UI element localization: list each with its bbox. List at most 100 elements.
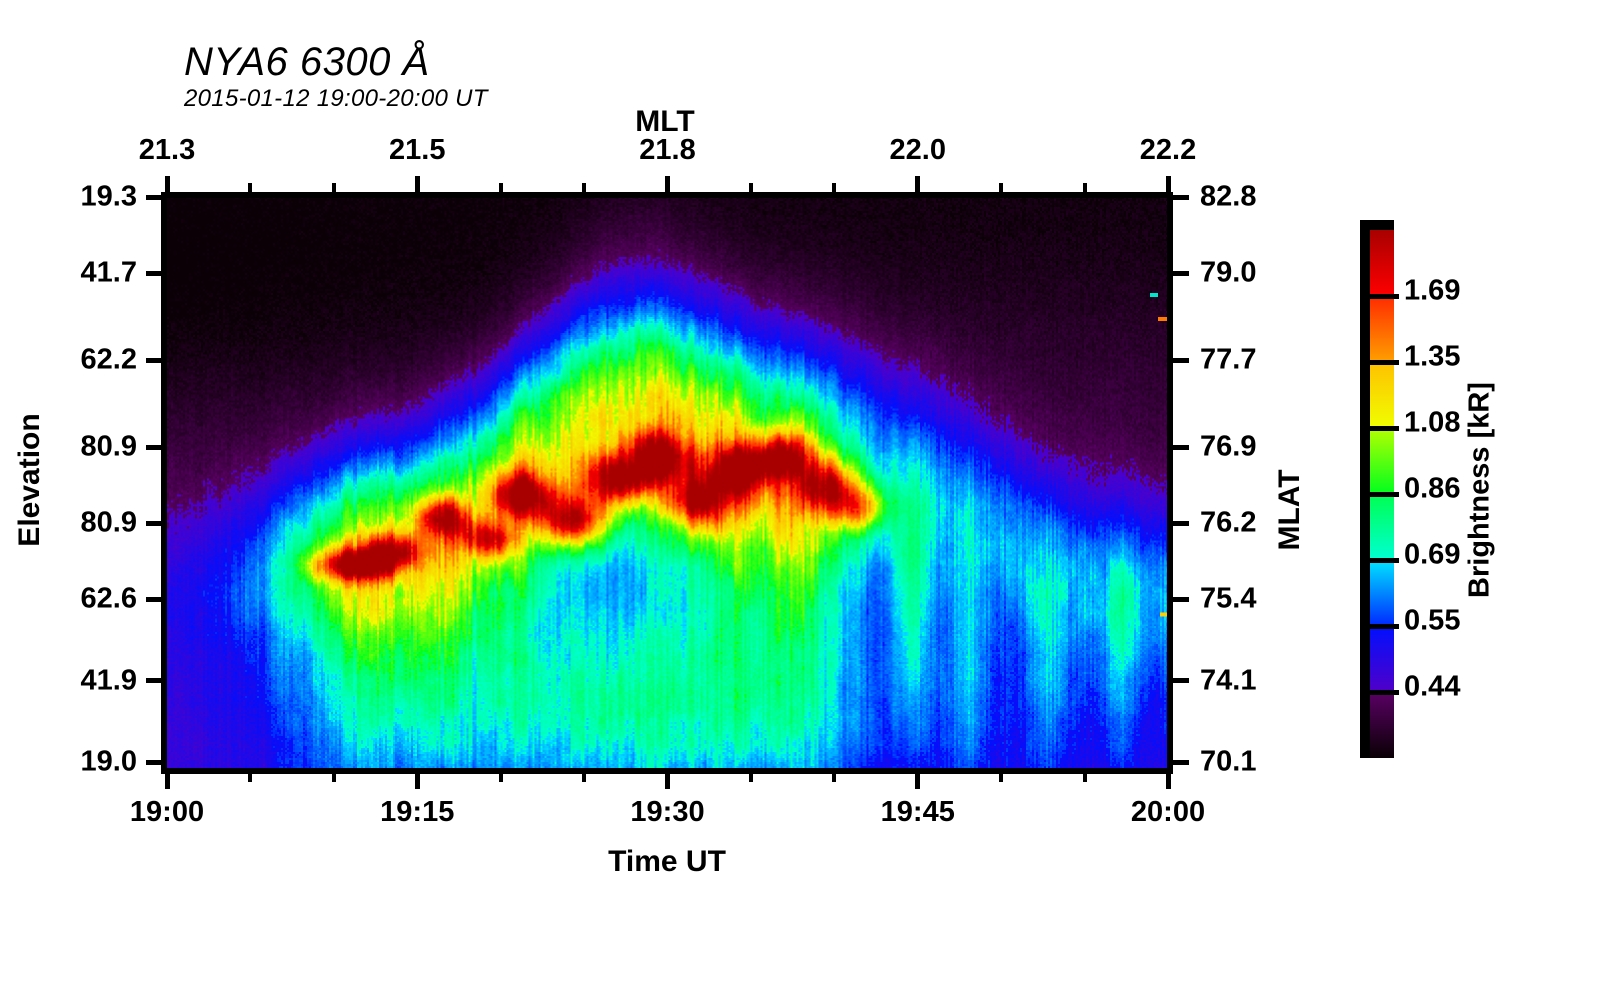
colorbar-tick-label-3: 0.86 xyxy=(1404,472,1461,505)
tick-minor-top-0-2 xyxy=(331,183,336,192)
tick-minor-top-2-1 xyxy=(748,183,753,192)
colorbar-divider-4 xyxy=(1365,491,1399,497)
tick-right-6 xyxy=(1173,678,1189,684)
colorbar-segment-6 xyxy=(1370,296,1394,362)
tick-right-2 xyxy=(1173,357,1189,363)
colorbar-segment-4 xyxy=(1370,428,1394,494)
colorbar-divider-3 xyxy=(1365,425,1399,431)
tick-label-elevation-7: 19.0 xyxy=(80,745,137,778)
colorbar-divider-7 xyxy=(1365,689,1399,695)
tick-label-elevation-3: 80.9 xyxy=(80,430,137,463)
tick-label-time-1: 19:15 xyxy=(380,796,455,828)
tick-left-4 xyxy=(146,520,162,526)
tick-right-5 xyxy=(1173,596,1189,602)
tick-major-top-1 xyxy=(414,176,420,192)
colorbar-tick-label-0: 1.69 xyxy=(1404,274,1461,307)
colorbar-segment-1 xyxy=(1370,626,1394,692)
tick-left-5 xyxy=(146,596,162,602)
colorbar-tick-label-5: 0.55 xyxy=(1404,604,1461,637)
tick-minor-top-0-1 xyxy=(248,183,253,192)
tick-label-mlt-2: 21.8 xyxy=(639,134,696,166)
tick-left-7 xyxy=(146,759,162,765)
tick-major-top-2 xyxy=(665,176,670,192)
tick-label-time-0: 19:00 xyxy=(129,796,205,828)
colorbar-segment-0 xyxy=(1370,692,1394,758)
keogram-image xyxy=(167,197,1168,768)
colorbar-divider-1 xyxy=(1365,293,1399,299)
tick-major-bottom-4 xyxy=(1165,773,1171,789)
tick-minor-top-3-1 xyxy=(999,183,1004,192)
tick-label-mlt-0: 21.3 xyxy=(138,134,196,166)
figure-subtitle: 2015-01-12 19:00-20:00 UT xyxy=(184,85,488,112)
tick-left-6 xyxy=(146,678,162,684)
tick-minor-top-2-2 xyxy=(832,183,837,192)
colorbar-tick-label-1: 1.35 xyxy=(1404,340,1461,373)
tick-label-elevation-1: 41.7 xyxy=(80,256,137,289)
tick-right-4 xyxy=(1173,520,1189,526)
axis-line-top xyxy=(167,192,1173,198)
tick-label-mlat-5: 75.4 xyxy=(1200,582,1257,615)
tick-label-mlat-0: 82.8 xyxy=(1200,180,1257,213)
tick-major-bottom-2 xyxy=(665,773,670,789)
tick-label-elevation-5: 62.6 xyxy=(80,582,137,615)
tick-label-mlat-2: 77.7 xyxy=(1200,343,1257,376)
tick-label-mlat-4: 76.2 xyxy=(1200,506,1257,539)
tick-right-1 xyxy=(1173,270,1189,276)
colorbar-divider-5 xyxy=(1365,557,1399,563)
tick-label-elevation-4: 80.9 xyxy=(80,506,137,539)
colorbar-segment-7 xyxy=(1370,230,1394,296)
tick-minor-top-3-2 xyxy=(1082,183,1087,192)
tick-major-top-3 xyxy=(915,176,921,192)
tick-label-mlt-3: 22.0 xyxy=(889,134,946,166)
tick-label-mlat-7: 70.1 xyxy=(1200,745,1257,778)
tick-minor-bottom-1-1 xyxy=(498,773,503,782)
tick-major-bottom-1 xyxy=(414,773,420,789)
keogram-plot-area xyxy=(167,197,1168,768)
tick-minor-bottom-1-2 xyxy=(582,773,587,782)
tick-minor-bottom-2-1 xyxy=(748,773,753,782)
colorbar-segment-3 xyxy=(1370,494,1394,560)
tick-label-elevation-0: 19.3 xyxy=(80,180,137,213)
colorbar-divider-2 xyxy=(1365,359,1399,365)
colorbar xyxy=(1360,220,1399,758)
tick-minor-bottom-3-2 xyxy=(1082,773,1087,782)
tick-minor-bottom-0-2 xyxy=(331,773,336,782)
colorbar-divider-6 xyxy=(1365,623,1399,629)
colorbar-segment-5 xyxy=(1370,362,1394,428)
colorbar-segment-2 xyxy=(1370,560,1394,626)
tick-left-3 xyxy=(146,444,162,450)
tick-major-bottom-3 xyxy=(915,773,921,789)
tick-minor-bottom-0-1 xyxy=(248,773,253,782)
tick-major-top-4 xyxy=(1165,176,1171,192)
tick-left-2 xyxy=(146,357,162,363)
colorbar-tick-label-6: 0.44 xyxy=(1404,670,1461,703)
tick-left-1 xyxy=(146,270,162,276)
tick-left-0 xyxy=(146,194,162,200)
tick-major-top-0 xyxy=(164,176,170,192)
colorbar-tick-label-4: 0.69 xyxy=(1404,538,1461,571)
tick-right-7 xyxy=(1173,759,1189,765)
tick-label-mlt-4: 22.2 xyxy=(1139,134,1197,166)
tick-minor-bottom-2-2 xyxy=(832,773,837,782)
axis-line-right xyxy=(1167,192,1173,774)
axis-title-elevation: Elevation xyxy=(13,413,46,547)
tick-label-mlat-3: 76.9 xyxy=(1200,430,1257,463)
tick-label-elevation-6: 41.9 xyxy=(80,664,137,697)
tick-label-mlt-1: 21.5 xyxy=(389,134,446,166)
tick-minor-top-1-1 xyxy=(498,183,503,192)
axis-line-left xyxy=(161,192,167,774)
colorbar-tick-label-2: 1.08 xyxy=(1404,406,1461,439)
tick-minor-bottom-3-1 xyxy=(999,773,1004,782)
tick-label-elevation-2: 62.2 xyxy=(80,343,137,376)
tick-major-bottom-0 xyxy=(164,773,170,789)
tick-right-3 xyxy=(1173,444,1189,450)
tick-label-time-2: 19:30 xyxy=(630,796,705,828)
axis-line-bottom xyxy=(167,768,1173,774)
axis-title-time-ut: Time UT xyxy=(608,845,726,878)
tick-label-time-4: 20:00 xyxy=(1130,796,1206,828)
tick-label-time-3: 19:45 xyxy=(880,796,955,828)
figure-main-title: NYA6 6300 Å xyxy=(184,40,430,84)
figure-title-block: NYA6 6300 Å 2015-01-12 19:00-20:00 UT xyxy=(184,42,488,111)
tick-label-mlat-6: 74.1 xyxy=(1200,664,1257,697)
